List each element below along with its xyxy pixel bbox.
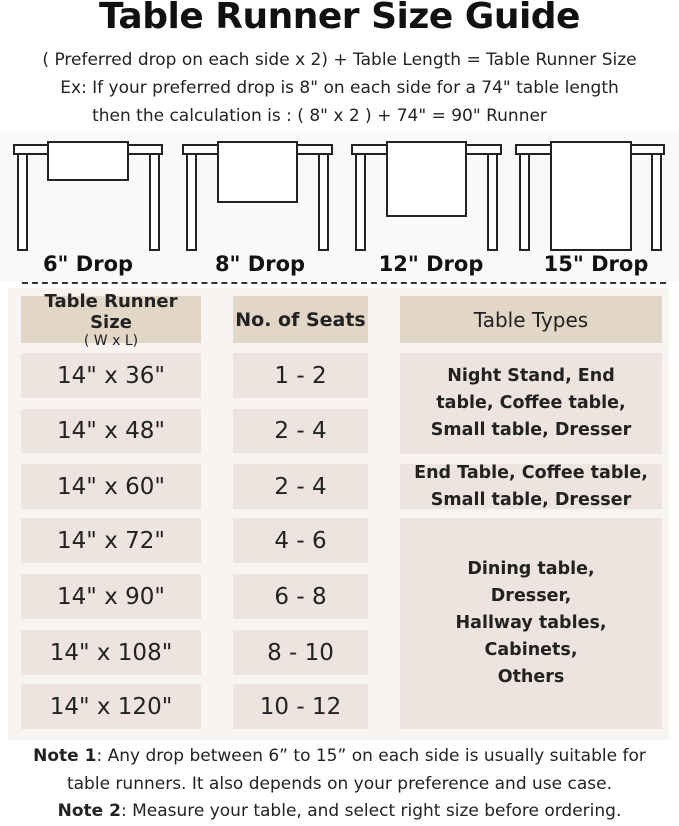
example-line-1: Ex: If your preferred drop is 8" on each…: [60, 78, 619, 98]
size-cell: 14" x 72": [21, 518, 201, 563]
drop-label: 6" Drop: [42, 252, 134, 276]
drop-label: 8" Drop: [214, 252, 306, 276]
formula: ( Preferred drop on each side x 2) + Tab…: [42, 50, 637, 70]
table-drawings: [13, 141, 665, 251]
header-seats: No. of Seats: [233, 296, 368, 343]
header-size-label: Table Runner Size: [44, 290, 178, 333]
size-cell: 14" x 90": [21, 574, 201, 619]
seats-cell: 8 - 10: [233, 630, 368, 675]
dashed-divider: [22, 282, 666, 284]
size-cell: 14" x 48": [21, 409, 201, 453]
types-cell: Dining table, Dresser, Hallway tables, C…: [400, 518, 662, 729]
seats-cell: 1 - 2: [233, 353, 368, 398]
size-cell: 14" x 60": [21, 464, 201, 509]
seats-cell: 2 - 4: [233, 409, 368, 453]
drop-label: 15" Drop: [543, 252, 649, 276]
table-12-drop: [351, 141, 502, 251]
table-8-drop: [182, 141, 333, 251]
note-2-text: : Measure your table, and select right s…: [120, 801, 622, 821]
seats-cell: 2 - 4: [233, 464, 368, 509]
types-cell: Night Stand, End table, Coffee table, Sm…: [400, 353, 662, 454]
example-line-2: then the calculation is : ( 8" x 2 ) + 7…: [92, 106, 547, 126]
size-cell: 14" x 120": [21, 684, 201, 729]
table-6-drop: [13, 141, 163, 251]
seats-cell: 10 - 12: [233, 684, 368, 729]
size-cell: 14" x 36": [21, 353, 201, 398]
seats-cell: 6 - 8: [233, 574, 368, 619]
note-1: Note 1: Any drop between 6” to 15” on ea…: [0, 746, 679, 766]
note-1-label: Note 1: [33, 746, 97, 766]
header-size-sub: ( W x L): [83, 332, 139, 349]
drop-label: 12" Drop: [378, 252, 484, 276]
note-1-continued: table runners. It also depends on your p…: [66, 774, 613, 794]
note-2: Note 2: Measure your table, and select r…: [0, 801, 679, 821]
note-2-label: Note 2: [57, 801, 121, 821]
seats-cell: 4 - 6: [233, 518, 368, 563]
header-size: Table Runner Size ( W x L): [21, 291, 201, 349]
size-cell: 14" x 108": [21, 630, 201, 675]
note-1-text: : Any drop between 6” to 15” on each sid…: [96, 746, 646, 766]
drop-illustrations: [0, 132, 679, 282]
page-title: Table Runner Size Guide: [99, 0, 580, 37]
table-15-drop: [515, 141, 665, 251]
types-cell: End Table, Coffee table, Small table, Dr…: [400, 463, 662, 510]
header-types: Table Types: [400, 296, 662, 343]
